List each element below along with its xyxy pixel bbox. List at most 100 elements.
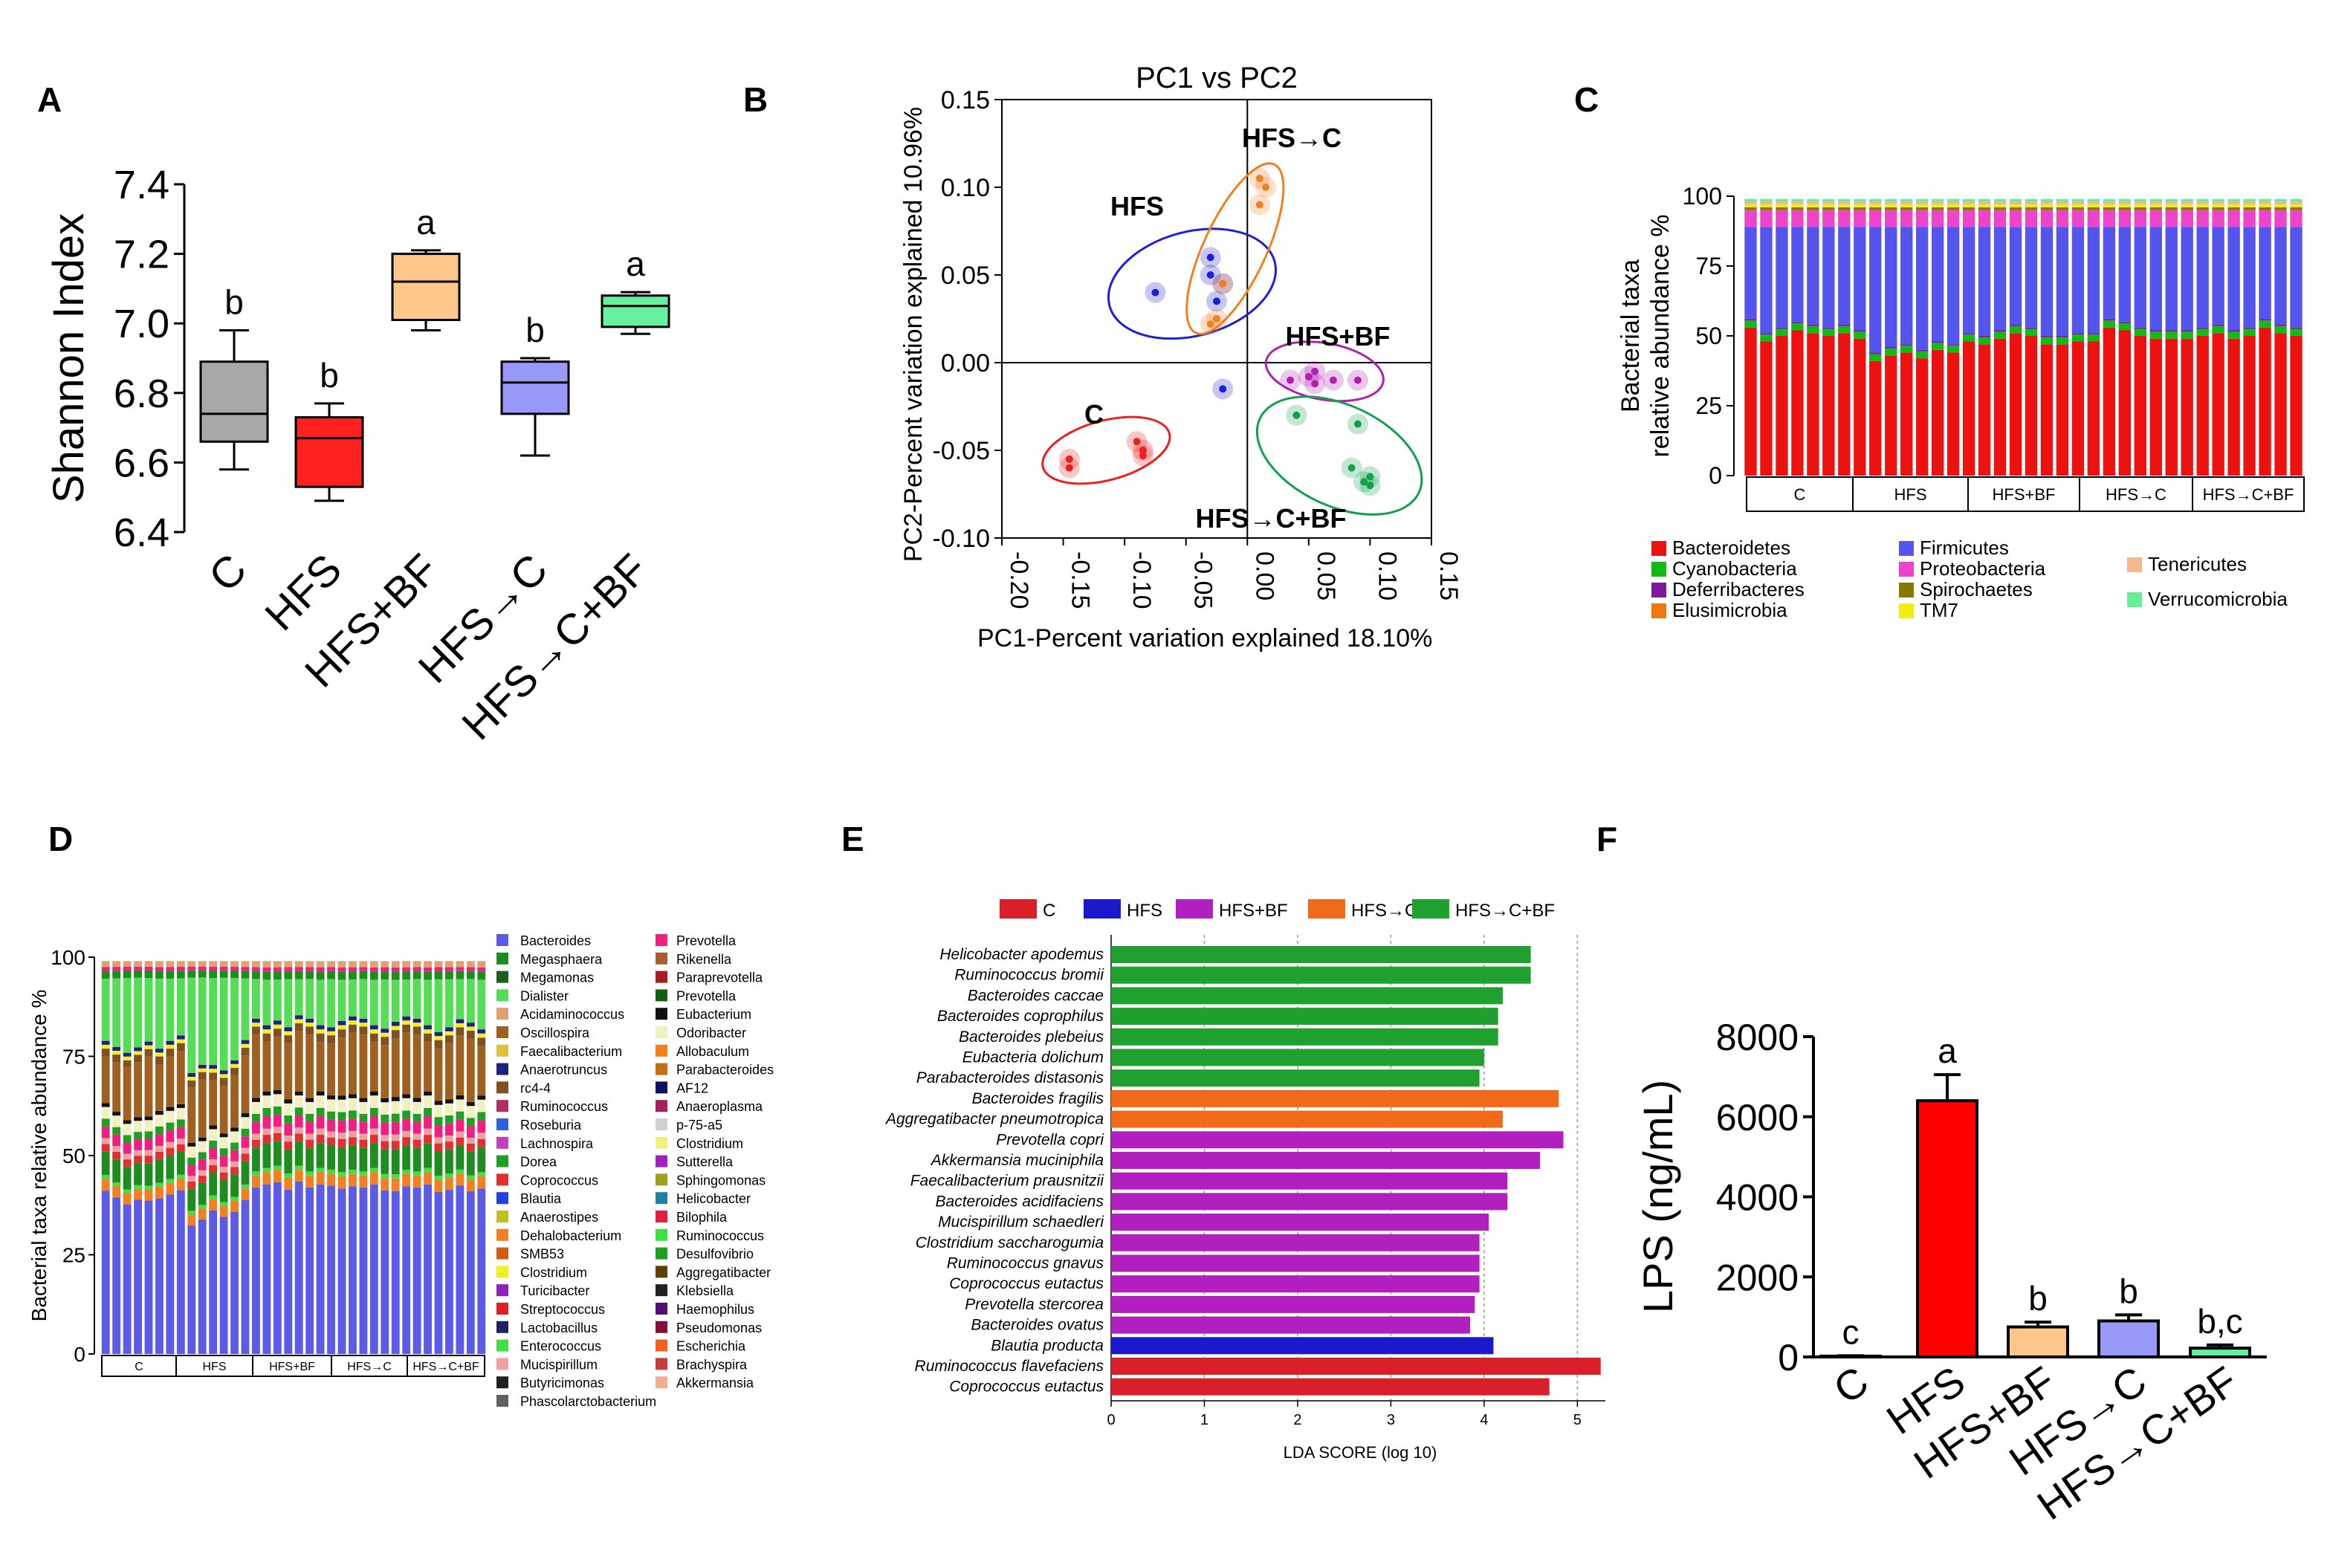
bar-segment-deferribacteres (2227, 330, 2240, 332)
bar-segment (456, 1185, 465, 1354)
bar-segment-bacteroidetes (2118, 330, 2131, 476)
bar-segment-cyanobacteria (1993, 331, 2007, 339)
bar-segment (198, 1219, 207, 1354)
bar-segment (456, 1095, 465, 1100)
bar-segment-tm7 (1822, 204, 1835, 208)
bar-segment-verrucomicrobia (1791, 198, 1804, 202)
bar-segment (369, 1025, 378, 1030)
bar-segment-verrucomicrobia (2165, 198, 2178, 202)
bar-segment (337, 1120, 346, 1133)
bar-segment (101, 1044, 110, 1049)
bar-segment (273, 971, 282, 980)
bar-segment-tm7 (2118, 204, 2131, 208)
bar-segment-tenericutes (1744, 201, 1757, 205)
y-tick-label: 2000 (1716, 1257, 1799, 1298)
species-label: Coprococcus eutactus (949, 1379, 1104, 1396)
bar-segment-firmicutes (1978, 227, 1991, 336)
bar-segment (230, 1167, 239, 1175)
bar-segment-firmicutes (2227, 227, 2240, 331)
bar-segment (155, 971, 164, 979)
legend-swatch (496, 1155, 508, 1167)
bar-segment (198, 1141, 207, 1153)
group-label: HFS+BF (269, 1361, 315, 1373)
y-axis-label-line-2: relative abundance % (1646, 214, 1674, 457)
bar-segment (166, 1056, 175, 1107)
bar-segment (209, 1164, 218, 1173)
bar-segment (359, 1171, 368, 1176)
legend-swatch (1899, 562, 1914, 577)
bar-segment (305, 1098, 314, 1102)
legend-swatch (656, 1155, 667, 1167)
bar-segment (144, 977, 153, 1042)
bar-segment (294, 1031, 303, 1092)
bar-segment (123, 1135, 132, 1143)
bar-segment (123, 961, 132, 967)
bar-segment-tenericutes (2025, 201, 2038, 205)
bar-segment (209, 971, 218, 979)
bar-segment (155, 1110, 164, 1115)
legend-swatch (656, 1081, 667, 1094)
bar-segment-proteobacteria (2165, 210, 2178, 227)
bar-segment (252, 1121, 260, 1134)
lda-bar (1111, 946, 1531, 963)
bar-segment (456, 1131, 465, 1138)
bar-segment (209, 1210, 218, 1354)
legend-label: Firmicutes (1920, 537, 2009, 559)
bar-segment (123, 1167, 132, 1190)
y-tick-label: 0 (1709, 462, 1722, 489)
bar-segment (144, 1163, 153, 1186)
stacked-bar (123, 961, 132, 1354)
data-point (1213, 297, 1220, 305)
bar-segment-spirochaetes (2243, 207, 2256, 210)
bar-segment (252, 1101, 260, 1114)
bar-segment-tenericutes (1993, 201, 2007, 205)
plot-frame (1001, 99, 1432, 539)
bar-segment-bacteroidetes (1744, 327, 1757, 476)
stacked-bar (2274, 198, 2287, 476)
legend-label: rc4-4 (520, 1081, 551, 1095)
bar-segment (284, 961, 293, 968)
bar-segment (166, 1194, 175, 1354)
bar-segment-verrucomicrobia (2009, 198, 2022, 202)
bar-segment-tenericutes (1885, 201, 1897, 205)
bar-segment (166, 961, 175, 968)
legend-swatch (1176, 899, 1213, 919)
bar-segment-bacteroidetes (1822, 336, 1835, 476)
bar-segment-spirochaetes (2259, 207, 2271, 210)
bar-segment-spirochaetes (1885, 207, 1897, 210)
lda-bar (1111, 1275, 1480, 1293)
bar-segment (123, 1120, 132, 1124)
bar-segment (101, 1118, 110, 1127)
bar-segment (219, 1172, 228, 1180)
bar-segment (101, 971, 110, 979)
bar-segment (349, 1118, 357, 1131)
bar-segment-cyanobacteria (2118, 323, 2131, 331)
bar-segment (134, 1138, 142, 1150)
bar-segment-verrucomicrobia (1838, 198, 1851, 202)
bar-segment (198, 1072, 207, 1080)
bar-segment (284, 1043, 293, 1100)
bar-segment (155, 1134, 164, 1146)
bar-segment (337, 1176, 346, 1189)
bar-segment (230, 1211, 239, 1354)
bar-segment (327, 961, 335, 968)
bar-segment-firmicutes (1791, 227, 1804, 323)
species-label: Prevotella copri (996, 1131, 1104, 1148)
bar-segment (101, 1179, 110, 1191)
bar-segment (477, 1037, 486, 1046)
data-point (1151, 288, 1159, 297)
data-point (1065, 455, 1073, 463)
bar-segment (144, 966, 153, 971)
bar-segment (252, 1034, 260, 1098)
bar-segment (327, 1131, 335, 1138)
bar-segment (369, 1033, 378, 1042)
bar-segment (241, 1184, 250, 1189)
bar-segment (349, 967, 357, 972)
bar-segment (337, 1112, 346, 1121)
bar-segment (273, 1094, 282, 1107)
bar-segment (198, 1064, 207, 1069)
legend-swatch (656, 1118, 667, 1130)
bar-segment (112, 1115, 121, 1127)
stacked-bar (466, 961, 475, 1354)
